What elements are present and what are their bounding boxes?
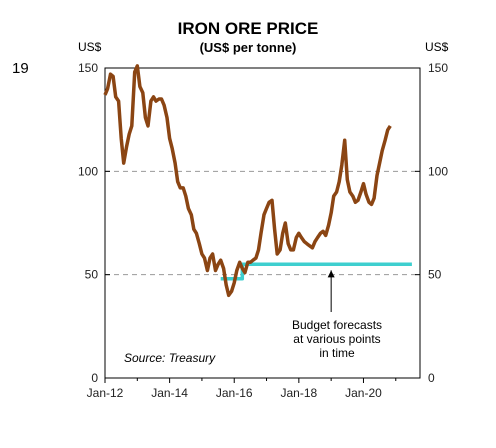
annotation-arrow-head (327, 270, 335, 278)
y-tick-label-right-100: 100 (428, 164, 448, 178)
y-axis-unit-left: US$ (78, 40, 102, 54)
price-line (103, 64, 392, 298)
budget-annotation: Budget forecasts at various points in ti… (292, 270, 382, 360)
y-tick-label-left-0: 0 (91, 371, 98, 385)
x-tick-label-4: Jan-20 (345, 386, 382, 400)
y-tick-label-right-0: 0 (428, 371, 435, 385)
axis-ticks: 0 0 50 50 100 100 150 150 Jan-12 Jan-14 Jan-16 Jan-… (78, 61, 448, 400)
plot-frame (104, 67, 421, 379)
y-axis-unit-right: US$ (425, 40, 449, 54)
annotation-line-3: in time (319, 346, 355, 360)
x-tick-label-0: Jan-12 (87, 386, 124, 400)
annotation-line-1: Budget forecasts (292, 318, 382, 332)
page-number: 19 (12, 60, 29, 77)
y-tick-label-left-100: 100 (78, 164, 98, 178)
y-tick-label-right-50: 50 (428, 268, 442, 282)
x-tick-label-1: Jan-14 (151, 386, 188, 400)
y-tick-label-left-150: 150 (78, 61, 98, 75)
chart-title: IRON ORE PRICE (178, 19, 319, 38)
x-tick-label-2: Jan-16 (216, 386, 253, 400)
annotation-line-2: at various points (293, 332, 380, 346)
x-tick-label-3: Jan-18 (280, 386, 317, 400)
source-note: Source: Treasury (124, 351, 216, 365)
y-tick-label-left-50: 50 (85, 268, 99, 282)
forecast-line (220, 262, 412, 281)
series-lines (103, 64, 412, 298)
chart-subtitle: (US$ per tonne) (200, 40, 297, 55)
y-tick-label-right-150: 150 (428, 61, 448, 75)
